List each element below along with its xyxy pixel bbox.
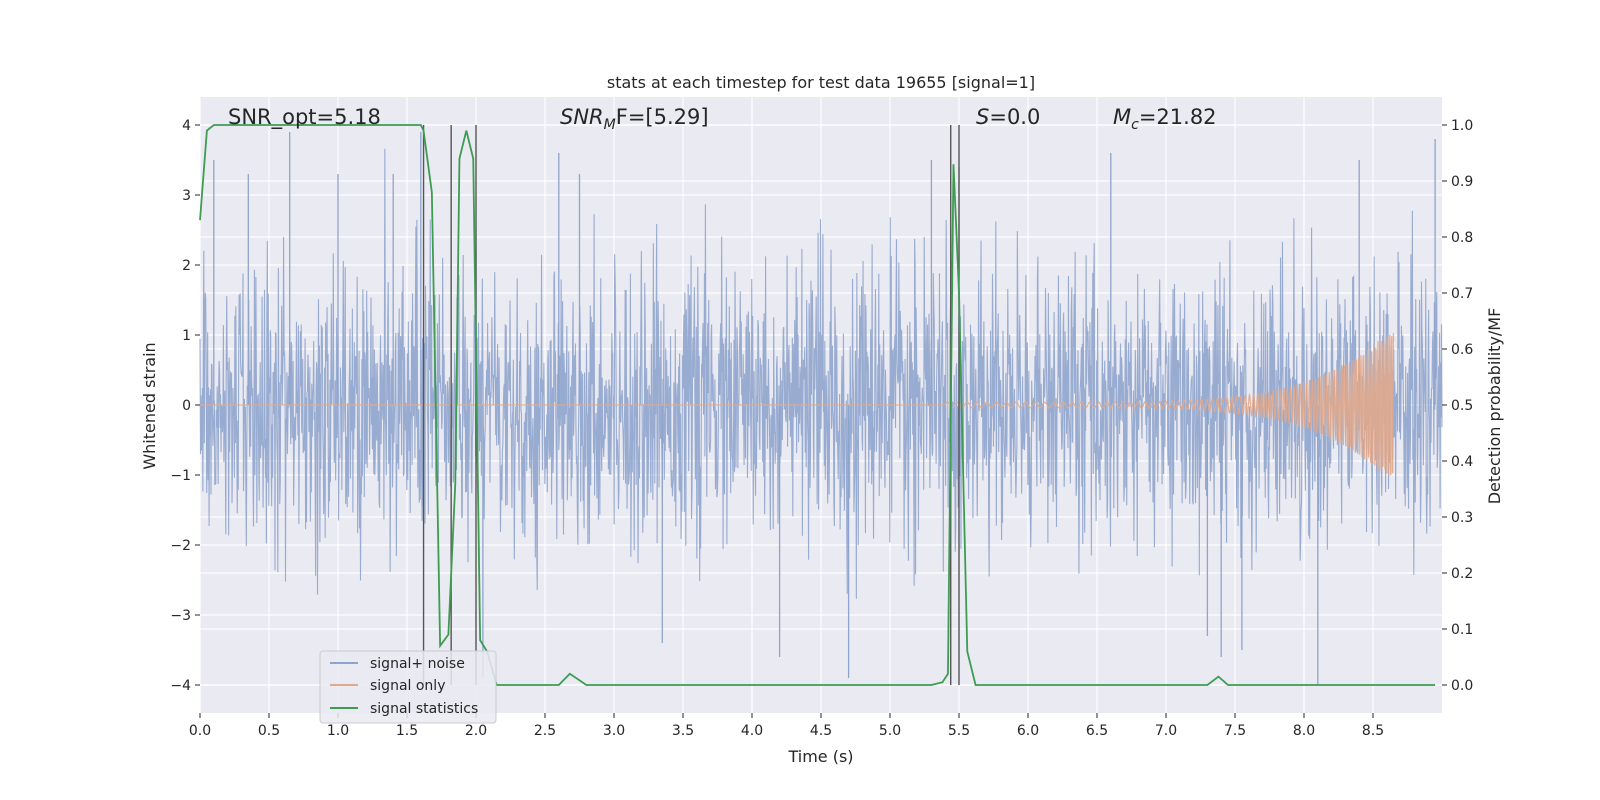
x-tick-label: 2.5 bbox=[534, 723, 556, 739]
x-tick-label: 7.0 bbox=[1155, 723, 1177, 739]
x-tick-label: 1.0 bbox=[327, 723, 349, 739]
legend: signal+ noise signal only signal statist… bbox=[319, 650, 497, 724]
x-tick-label: 4.5 bbox=[810, 723, 832, 739]
signal-statistics-line bbox=[199, 124, 1436, 686]
x-tick-label: 3.5 bbox=[672, 723, 694, 739]
y-left-tick-label: 4 bbox=[182, 118, 191, 134]
x-tick-label: 6.0 bbox=[1017, 723, 1039, 739]
signal-noise-line bbox=[199, 148, 1443, 599]
annotation-mc: Mc=21.82 bbox=[1113, 105, 1217, 133]
y-right-tick-label: 0.8 bbox=[1451, 230, 1473, 246]
y-left-axis-label: Whitened strain bbox=[140, 342, 159, 469]
vertical-markers bbox=[422, 125, 960, 685]
y-left-tick-label: −4 bbox=[170, 678, 191, 694]
x-tick-label: 6.5 bbox=[1086, 723, 1108, 739]
y-right-tick-label: 0.6 bbox=[1451, 342, 1473, 358]
x-tick-label: 0.5 bbox=[258, 723, 280, 739]
y-left-tick-label: −3 bbox=[170, 608, 191, 624]
y-right-tick-label: 0.5 bbox=[1451, 398, 1473, 414]
y-right-tick-label: 0.1 bbox=[1451, 622, 1473, 638]
y-right-tick-label: 0.4 bbox=[1451, 454, 1473, 470]
x-tick-label: 5.5 bbox=[948, 723, 970, 739]
series-signal-only bbox=[200, 332, 1395, 476]
y-right-tick-label: 0.7 bbox=[1451, 286, 1473, 302]
y-right-tick-label: 0.3 bbox=[1451, 510, 1473, 526]
series-signal-statistics bbox=[199, 124, 1436, 686]
y-right-tick-label: 0.0 bbox=[1451, 678, 1473, 694]
y-left-tick-label: 1 bbox=[182, 328, 191, 344]
annotation-snr-mf: SNRMF=[5.29] bbox=[560, 105, 709, 133]
x-tick-label: 8.0 bbox=[1293, 723, 1315, 739]
legend-box bbox=[319, 650, 497, 724]
y-right-tick-label: 0.2 bbox=[1451, 566, 1473, 582]
y-right-axis-label: Detection probability/MF bbox=[1485, 308, 1504, 505]
x-tick-label: 5.0 bbox=[879, 723, 901, 739]
x-tick-label: 8.5 bbox=[1362, 723, 1384, 739]
y-left-tick-label: 3 bbox=[182, 188, 191, 204]
annotation-snr-opt: SNR_opt=5.18 bbox=[228, 105, 381, 130]
y-left-tick-label: 0 bbox=[182, 398, 191, 414]
x-tick-label: 4.0 bbox=[741, 723, 763, 739]
x-tick-label: 0.0 bbox=[189, 723, 211, 739]
y-right-tick-labels: 1.0 0.9 0.8 0.7 0.6 0.5 0.4 0.3 0.2 0.1 0.0 bbox=[1442, 118, 1473, 694]
legend-label-signal-noise: signal+ noise bbox=[370, 656, 465, 672]
y-right-tick-label: 0.9 bbox=[1451, 174, 1473, 190]
annotation-s: S=0.0 bbox=[976, 105, 1040, 129]
signal-only-line bbox=[200, 332, 1395, 476]
x-tick-label: 1.5 bbox=[396, 723, 418, 739]
y-left-tick-label: −2 bbox=[170, 538, 191, 554]
legend-label-signal-only: signal only bbox=[370, 678, 445, 694]
y-left-tick-labels: 4 3 2 1 0 −1 −2 −3 −4 bbox=[170, 118, 200, 694]
chart-title: stats at each timestep for test data 196… bbox=[607, 73, 1035, 92]
y-right-tick-label: 1.0 bbox=[1451, 118, 1473, 134]
x-tick-label: 7.5 bbox=[1224, 723, 1246, 739]
y-left-tick-label: −1 bbox=[170, 468, 191, 484]
y-left-tick-label: 2 bbox=[182, 258, 191, 274]
legend-label-signal-statistics: signal statistics bbox=[370, 701, 478, 717]
x-tick-labels: 0.0 0.5 1.0 1.5 2.0 2.5 3.0 3.5 4.0 4.5 5.0 5.5 6.0 6… bbox=[189, 713, 1384, 739]
x-tick-label: 3.0 bbox=[603, 723, 625, 739]
x-tick-label: 2.0 bbox=[465, 723, 487, 739]
x-axis-label: Time (s) bbox=[787, 747, 853, 766]
